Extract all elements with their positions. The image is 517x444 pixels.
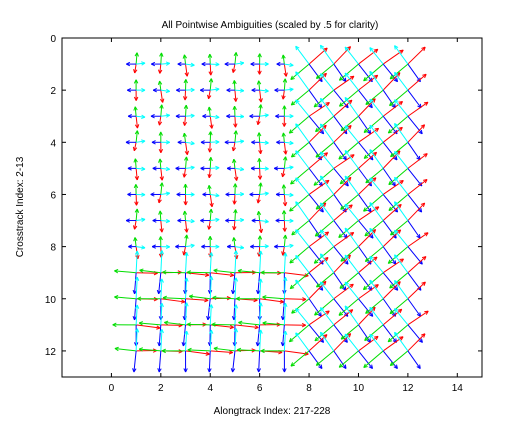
y-tick-label: 10 — [45, 295, 57, 306]
x-axis-label: Alongtrack Index: 217-228 — [214, 406, 331, 417]
y-tick-label: 6 — [50, 190, 56, 201]
y-axis-label: Crosstrack Index: 2-13 — [15, 156, 26, 257]
y-tick-label: 8 — [50, 243, 56, 254]
x-tick-label: 14 — [452, 383, 464, 394]
y-tick-label: 4 — [50, 138, 56, 149]
x-tick-label: 10 — [353, 383, 365, 394]
x-tick-label: 4 — [207, 383, 213, 394]
x-tick-label: 12 — [402, 383, 414, 394]
y-tick-label: 2 — [50, 86, 56, 97]
y-tick-label: 12 — [45, 347, 57, 358]
x-tick-label: 0 — [109, 383, 115, 394]
x-tick-label: 6 — [257, 383, 263, 394]
y-tick-label: 0 — [50, 34, 56, 45]
chart-title: All Pointwise Ambiguities (scaled by .5 … — [162, 20, 379, 31]
x-tick-label: 2 — [158, 383, 164, 394]
x-tick-label: 8 — [306, 383, 312, 394]
